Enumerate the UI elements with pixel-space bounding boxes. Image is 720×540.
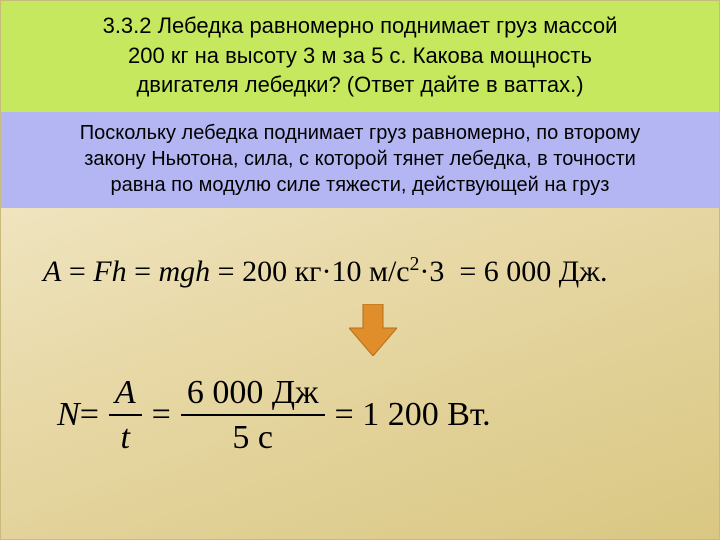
explanation-line-3: равна по модулю силе тяжести, действующе…: [111, 174, 610, 196]
sym-N: N: [57, 396, 80, 434]
sym-eq-n1: =: [80, 396, 99, 434]
frac-num-val: 6 000 Дж: [181, 373, 325, 412]
frac-num-A: A: [109, 373, 142, 412]
explanation-line-2: закону Ньютона, сила, с которой тянет ле…: [84, 148, 636, 170]
down-arrow-icon: [349, 304, 397, 361]
fraction-At: A t: [109, 373, 142, 457]
math-area: A = Fh = mgh = 200 кг·10 м/с2·3 = 6 000 …: [1, 208, 719, 528]
sym-h: h: [112, 255, 127, 288]
sym-F: F: [93, 255, 111, 288]
problem-line-3: двигателя лебедки? (Ответ дайте в ваттах…: [136, 72, 583, 97]
val-g: 10 м/с: [331, 255, 409, 288]
frac-den-t: t: [115, 418, 136, 457]
sym-m: m: [159, 255, 181, 288]
explanation-line-1: Поскольку лебедка поднимает груз равноме…: [80, 122, 640, 144]
sym-eq2: =: [127, 255, 159, 288]
frac-den-val: 5 с: [226, 418, 279, 457]
slide: 3.3.2 Лебедка равномерно поднимает груз …: [0, 0, 720, 540]
problem-statement: 3.3.2 Лебедка равномерно поднимает груз …: [1, 1, 719, 112]
problem-line-2: 200 кг на высоту 3 м за 5 с. Какова мощн…: [128, 43, 592, 68]
g-exp: 2: [410, 254, 420, 275]
sym-eq3: =: [210, 255, 242, 288]
val-h: 3: [429, 255, 444, 288]
power-result: = 1 200 Вт.: [335, 396, 491, 434]
dot1: ·: [321, 255, 331, 288]
sym-eq-n2: =: [152, 396, 171, 434]
sym-A: A: [43, 255, 61, 288]
sym-eq: =: [61, 255, 93, 288]
problem-line-1: 3.3.2 Лебедка равномерно поднимает груз …: [103, 13, 618, 38]
frac-bar-2: [181, 414, 325, 416]
val-mass: 200 кг: [242, 255, 321, 288]
explanation-box: Поскольку лебедка поднимает груз равноме…: [1, 112, 719, 208]
frac-bar-1: [109, 414, 142, 416]
dot2: ·: [419, 255, 429, 288]
work-result: = 6 000 Дж.: [452, 255, 608, 288]
equation-power: N = A t = 6 000 Дж 5 с = 1 200 Вт.: [57, 373, 491, 457]
sym-g: g: [180, 255, 195, 288]
fraction-values: 6 000 Дж 5 с: [181, 373, 325, 457]
equation-work: A = Fh = mgh = 200 кг·10 м/с2·3 = 6 000 …: [43, 254, 608, 289]
sym-h2: h: [195, 255, 210, 288]
